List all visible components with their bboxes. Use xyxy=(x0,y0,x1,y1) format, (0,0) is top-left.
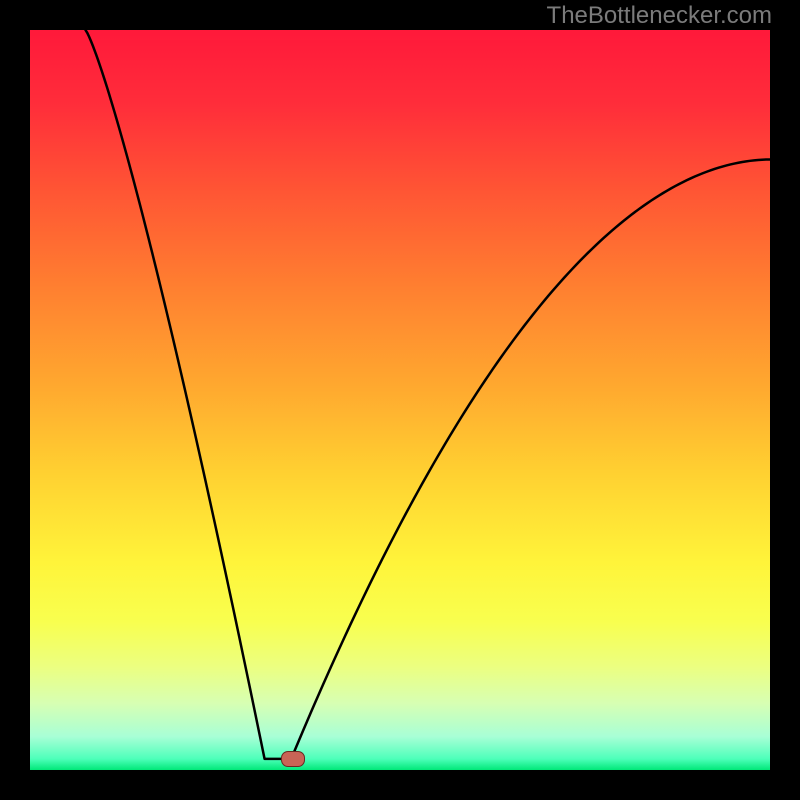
gradient-plot-area xyxy=(30,30,770,770)
chart-container: TheBottlenecker.com xyxy=(0,0,800,800)
watermark-text: TheBottlenecker.com xyxy=(547,2,772,30)
optimal-point-marker xyxy=(281,751,305,767)
